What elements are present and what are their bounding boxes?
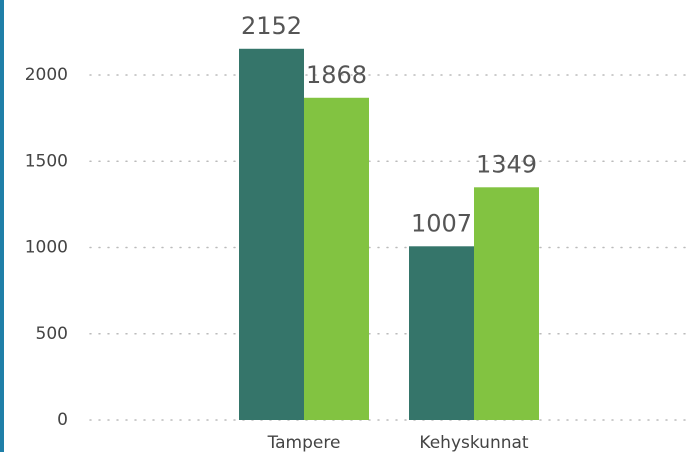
x-tick-label: Kehyskunnat [419,433,529,452]
value-label: 1007 [411,209,472,237]
value-label: 1349 [476,150,537,178]
bar [304,97,369,421]
bar [409,246,474,420]
x-tick-label: Tampere [267,433,341,452]
y-tick-label: 1500 [25,151,68,171]
value-label: 2152 [241,12,302,40]
y-tick-label: 1000 [25,238,68,258]
y-tick-label: 2000 [25,65,68,85]
left-border [0,0,4,452]
bar [474,187,539,420]
y-tick-label: 0 [57,410,68,430]
y-tick-label: 500 [36,324,68,344]
value-label: 1868 [306,61,367,89]
bar [239,48,304,420]
